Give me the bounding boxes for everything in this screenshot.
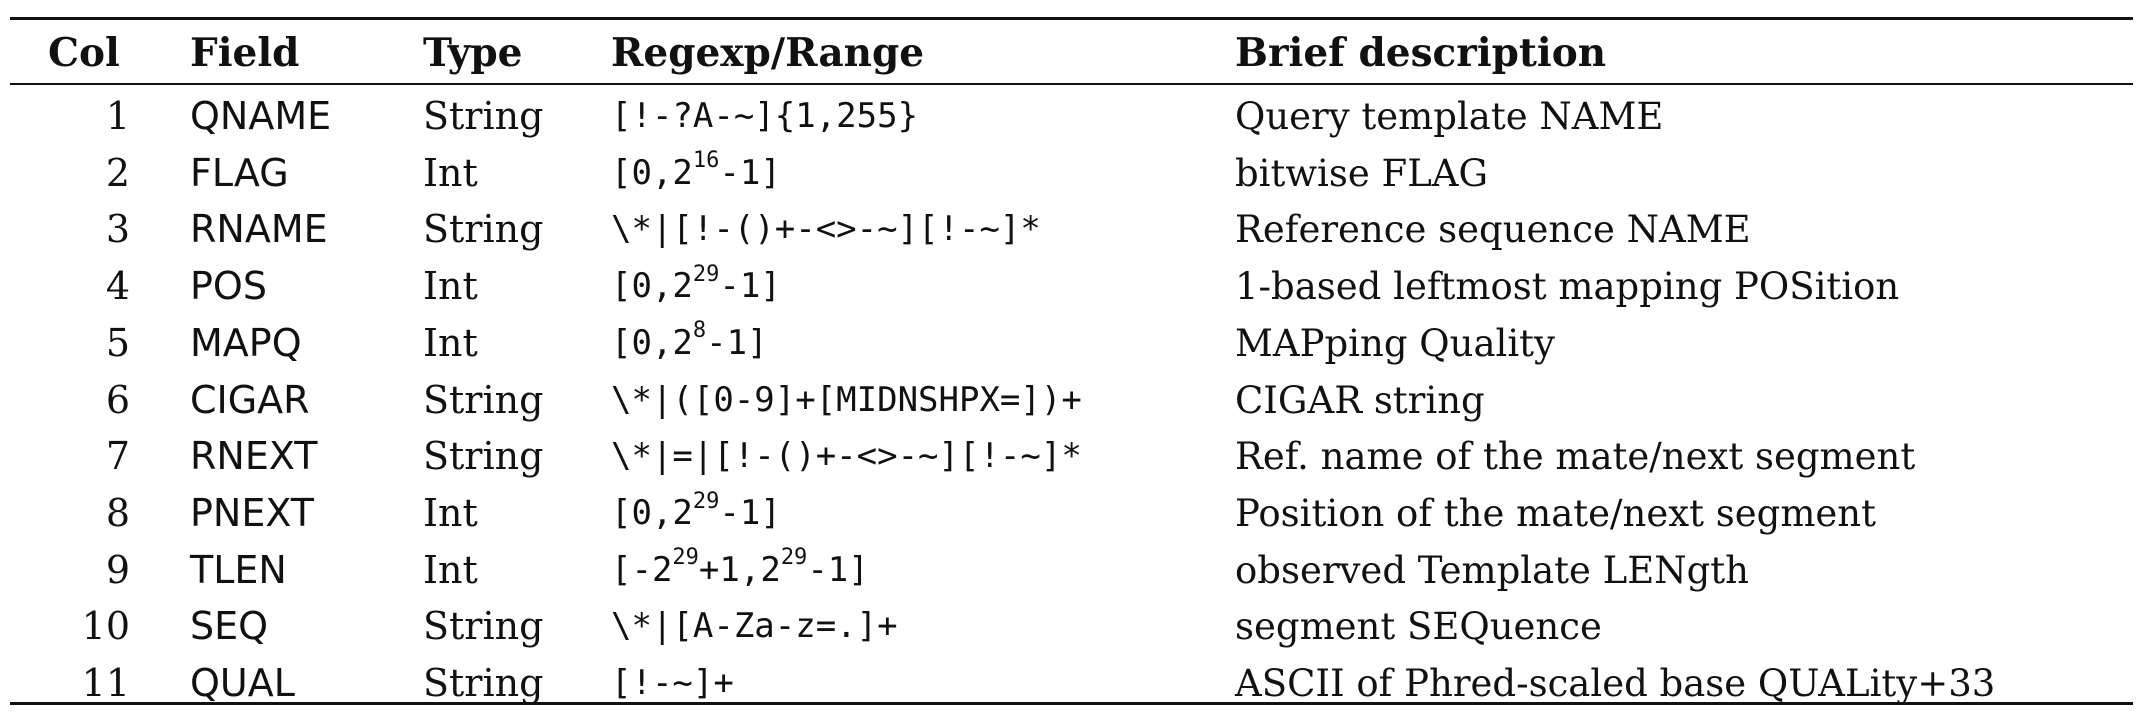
header-col: Col [48, 30, 120, 76]
header-description: Brief description [1235, 30, 1607, 76]
header-row: Col Field Type Regexp/Range Brief descri… [10, 20, 2133, 77]
row-type: Int [423, 264, 478, 309]
bottom-rule [10, 702, 2133, 705]
regexp-exponent: 29 [692, 261, 720, 287]
regexp-part: \*|([0-9]+[MIDNSHPX=])+ [611, 379, 1082, 420]
row-field-name: QNAME [190, 94, 332, 138]
regexp-part: [0,2 [611, 152, 693, 193]
row-regexp: \*|=|[!-()+-<>-~][!-~]* [611, 428, 1082, 485]
header-rule [10, 83, 2133, 85]
row-field-name: RNAME [190, 207, 328, 252]
row-regexp: \*|[!-()+-<>-~][!-~]* [611, 201, 1041, 258]
row-type: String [423, 604, 544, 649]
header-field: Field [190, 30, 300, 76]
regexp-part: -1] [706, 322, 768, 363]
row-type: Int [423, 490, 478, 535]
row-description: CIGAR string [1235, 378, 1485, 422]
table-row: 5 MAPQ Int [0,28-1] MAPping Quality [10, 315, 2133, 372]
row-regexp: [0,229-1] [611, 485, 781, 542]
row-col-number: 1 [105, 94, 130, 138]
table-row: 8 PNEXT Int [0,229-1] Position of the mate/n… [10, 485, 2133, 542]
row-description: 1-based leftmost mapping POSition [1235, 265, 1900, 309]
table-row: 7 RNEXT String \*|=|[!-()+-<>-~][!-~]* Ref. … [10, 428, 2133, 485]
row-description: Reference sequence NAME [1235, 208, 1751, 252]
row-field-name: RNEXT [190, 434, 318, 479]
row-description: ASCII of Phred-scaled base QUALity+33 [1235, 662, 1996, 705]
regexp-part: \*|[A-Za-z=.]+ [611, 606, 898, 647]
regexp-part: [!-~]+ [611, 663, 734, 703]
table-row: 4 POS Int [0,229-1] 1-based leftmost mapping… [10, 258, 2133, 315]
row-description: Ref. name of the mate/next segment [1235, 435, 1916, 479]
row-field-name: TLEN [190, 547, 287, 592]
regexp-part: -1] [719, 266, 781, 307]
row-regexp: \*|([0-9]+[MIDNSHPX=])+ [611, 372, 1082, 429]
row-col-number: 9 [105, 547, 130, 592]
row-type: Int [423, 547, 478, 592]
table-row: 11 QUAL String [!-~]+ ASCII of Phred-scaled … [10, 655, 2133, 712]
row-type: String [423, 94, 544, 138]
row-col-number: 3 [105, 207, 130, 252]
row-type: Int [423, 150, 478, 195]
row-type: Int [423, 320, 478, 365]
row-field-name: CIGAR [190, 377, 310, 422]
row-type: String [423, 207, 544, 252]
header-regexp: Regexp/Range [611, 30, 925, 76]
regexp-exponent: 16 [692, 148, 720, 174]
row-col-number: 10 [81, 604, 130, 649]
row-description: Query template NAME [1235, 95, 1664, 138]
regexp-part: [0,2 [611, 492, 693, 533]
regexp-part: [0,2 [611, 266, 693, 307]
regexp-part: -1] [719, 152, 781, 193]
table-row: 6 CIGAR String \*|([0-9]+[MIDNSHPX=])+ CIGAR… [10, 372, 2133, 429]
table-row: 10 SEQ String \*|[A-Za-z=.]+ segment SEQuenc… [10, 598, 2133, 655]
table-row: 9 TLEN Int [-229+1,229-1] observed Template … [10, 542, 2133, 599]
regexp-exponent: 29 [672, 545, 699, 571]
row-col-number: 7 [105, 434, 130, 479]
table-row: 1 QNAME String [!-?A-~]{1,255} Query templat… [10, 88, 2133, 145]
table-row: 3 RNAME String \*|[!-()+-<>-~][!-~]* Referen… [10, 201, 2133, 258]
row-col-number: 6 [105, 377, 130, 422]
row-description: segment SEQuence [1235, 605, 1602, 649]
row-field-name: SEQ [190, 604, 269, 649]
row-col-number: 5 [105, 320, 130, 365]
row-description: MAPping Quality [1235, 321, 1555, 365]
regexp-part: +1,2 [698, 549, 781, 590]
row-regexp: [!-~]+ [611, 655, 734, 712]
row-regexp: [!-?A-~]{1,255} [611, 88, 918, 145]
row-field-name: FLAG [190, 150, 289, 195]
table-row: 2 FLAG Int [0,216-1] bitwise FLAG [10, 145, 2133, 202]
regexp-part: \*|[!-()+-<>-~][!-~]* [611, 209, 1041, 250]
row-col-number: 2 [105, 150, 130, 195]
regexp-exponent: 29 [780, 545, 808, 571]
row-field-name: MAPQ [190, 320, 302, 365]
row-regexp: [-229+1,229-1] [611, 542, 869, 599]
regexp-exponent: 29 [692, 488, 720, 514]
row-description: observed Template LENgth [1235, 548, 1750, 592]
regexp-part: [0,2 [611, 322, 693, 363]
regexp-part: -1] [719, 492, 781, 533]
regexp-part: [!-?A-~]{1,255} [611, 96, 919, 136]
regexp-part: \*|=|[!-()+-<>-~][!-~]* [611, 436, 1082, 477]
row-field-name: QUAL [190, 661, 295, 705]
row-description: bitwise FLAG [1235, 151, 1489, 195]
row-field-name: PNEXT [190, 490, 314, 535]
top-rule [10, 17, 2133, 20]
row-type: String [423, 434, 544, 479]
row-regexp: [0,216-1] [611, 145, 781, 202]
row-col-number: 4 [105, 264, 130, 309]
header-type: Type [423, 30, 523, 76]
regexp-part: [-2 [611, 549, 673, 590]
row-field-name: POS [190, 264, 267, 309]
row-type: String [423, 377, 544, 422]
row-col-number: 11 [81, 661, 130, 705]
regexp-exponent: 8 [692, 318, 707, 344]
row-regexp: \*|[A-Za-z=.]+ [611, 598, 898, 655]
row-regexp: [0,229-1] [611, 258, 781, 315]
row-description: Position of the mate/next segment [1235, 491, 1876, 535]
regexp-part: -1] [807, 549, 869, 590]
row-type: String [423, 661, 544, 705]
row-regexp: [0,28-1] [611, 315, 768, 372]
row-col-number: 8 [105, 490, 130, 535]
